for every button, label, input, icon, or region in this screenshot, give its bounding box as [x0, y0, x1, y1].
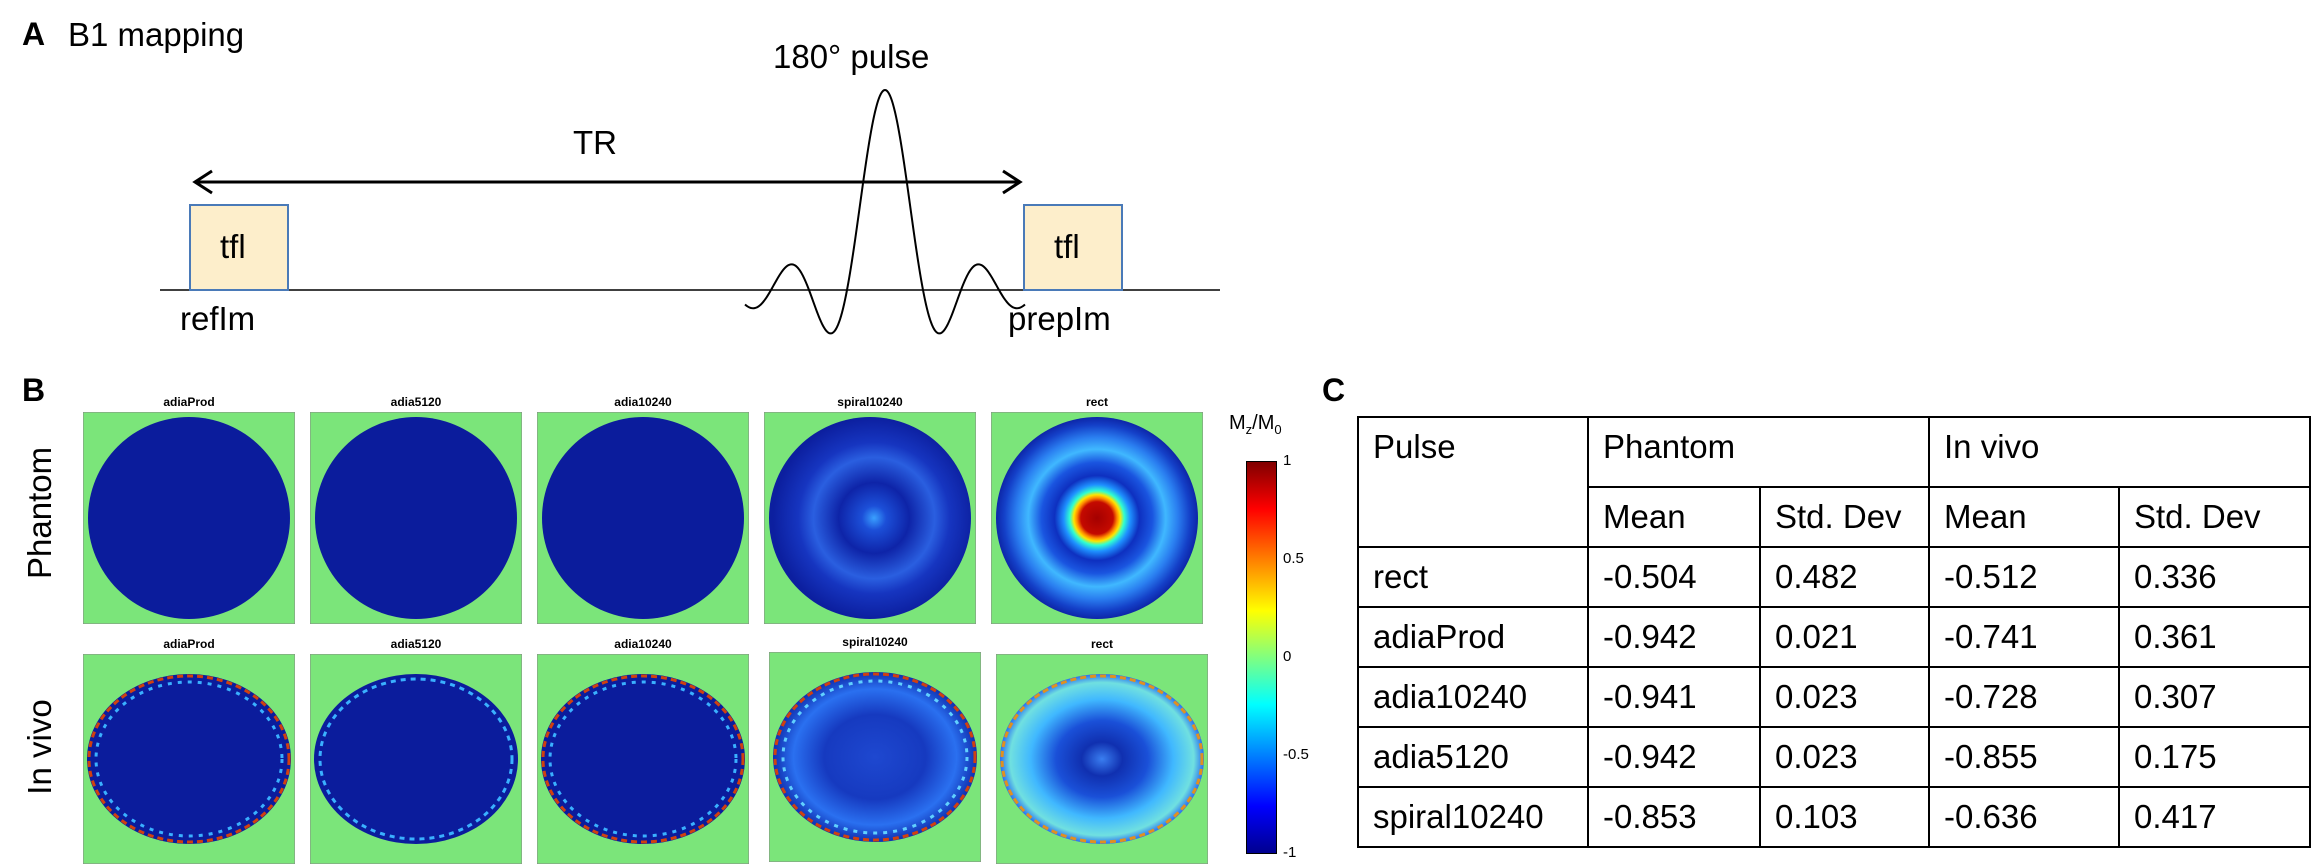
sinc-pulse: [744, 88, 1026, 335]
phantom-map-adiaprod: [83, 412, 295, 624]
colorbar-tick-1: 1: [1283, 452, 1292, 469]
cell-phantom-std: 0.023: [1759, 666, 1930, 728]
invivo-title-adia5120: adia5120: [390, 637, 442, 651]
invivo-map-adiaprod: [83, 654, 295, 864]
cell-invivo-mean: -0.512: [1928, 546, 2120, 608]
cell-phantom-mean: -0.941: [1587, 666, 1761, 728]
invivo-map-spiral10240: [769, 652, 981, 862]
table-row: spiral10240 -0.853 0.103 -0.636 0.417: [1357, 786, 2311, 848]
ref-image-label: refIm: [180, 300, 256, 337]
phantom-title-adia10240: adia10240: [614, 395, 672, 409]
tr-label: TR: [573, 124, 617, 161]
header-phantom-mean: Mean: [1587, 486, 1761, 548]
invivo-title-spiral10240: spiral10240: [842, 635, 908, 649]
cell-phantom-mean: -0.942: [1587, 606, 1761, 668]
tfl-block-ref: [189, 204, 289, 291]
table-header-row-2: Mean Std. Dev Mean Std. Dev: [1358, 486, 2311, 548]
phantom-map-adia10240: [537, 412, 749, 624]
cell-invivo-std: 0.175: [2118, 726, 2311, 788]
phantom-map-rect: [991, 412, 1203, 624]
tfl-label-ref: tfl: [220, 228, 246, 265]
colorbar: [1246, 461, 1277, 854]
panel-b-letter: B: [22, 372, 46, 408]
tfl-block-prep: [1023, 204, 1123, 291]
cell-phantom-mean: -0.504: [1587, 546, 1761, 608]
table-row: adia5120 -0.942 0.023 -0.855 0.175: [1357, 726, 2311, 788]
table-row: rect -0.504 0.482 -0.512 0.336: [1357, 546, 2311, 608]
panel-a-title: B1 mapping: [68, 16, 245, 53]
cell-invivo-mean: -0.636: [1928, 786, 2120, 848]
invivo-title-adia10240: adia10240: [614, 637, 672, 651]
stats-table: Pulse Phantom In vivo Mean Std. Dev Mean…: [1357, 416, 2311, 848]
table-row: adia10240 -0.941 0.023 -0.728 0.307: [1357, 666, 2311, 728]
cell-pulse: adiaProd: [1357, 606, 1589, 668]
cell-invivo-mean: -0.741: [1928, 606, 2120, 668]
header-invivo-mean: Mean: [1928, 486, 2120, 548]
panel-a-letter: A: [22, 16, 46, 52]
phantom-title-adiaprod: adiaProd: [163, 395, 215, 409]
colorbar-tick-0.5: 0.5: [1283, 550, 1304, 567]
header-invivo-std: Std. Dev: [2118, 486, 2311, 548]
cell-invivo-std: 0.336: [2118, 546, 2311, 608]
prep-image-label: prepIm: [1008, 300, 1111, 337]
table-row: adiaProd -0.942 0.021 -0.741 0.361: [1357, 606, 2311, 668]
header-pulse: Pulse: [1357, 416, 1589, 548]
cell-invivo-std: 0.307: [2118, 666, 2311, 728]
cell-pulse: adia5120: [1357, 726, 1589, 788]
invivo-map-adia10240: [537, 654, 749, 864]
colorbar-tick-minus-1: -1: [1283, 844, 1297, 861]
phantom-map-spiral10240: [764, 412, 976, 624]
invivo-map-adia5120: [310, 654, 522, 864]
sequence-diagram: [160, 88, 1220, 335]
phantom-title-spiral10240: spiral10240: [837, 395, 903, 409]
cell-invivo-mean: -0.728: [1928, 666, 2120, 728]
cell-phantom-std: 0.103: [1759, 786, 1930, 848]
cell-phantom-mean: -0.853: [1587, 786, 1761, 848]
colorbar-label: Mz/M0: [1229, 412, 1282, 437]
pulse-label: 180° pulse: [773, 38, 930, 75]
cell-invivo-std: 0.417: [2118, 786, 2311, 848]
cell-invivo-mean: -0.855: [1928, 726, 2120, 788]
invivo-map-rect: [996, 654, 1208, 864]
panel-c-letter: C: [1322, 372, 1346, 408]
cell-phantom-std: 0.482: [1759, 546, 1930, 608]
row-label-invivo: In vivo: [21, 699, 58, 795]
header-phantom: Phantom: [1587, 416, 1930, 488]
cell-pulse: rect: [1357, 546, 1589, 608]
cell-phantom-mean: -0.942: [1587, 726, 1761, 788]
cell-pulse: adia10240: [1357, 666, 1589, 728]
header-invivo: In vivo: [1928, 416, 2311, 488]
table-header-row-1: Pulse Phantom In vivo: [1357, 416, 2311, 548]
invivo-title-adiaprod: adiaProd: [163, 637, 215, 651]
cell-phantom-std: 0.021: [1759, 606, 1930, 668]
phantom-title-rect: rect: [1085, 395, 1108, 409]
row-label-phantom: Phantom: [21, 446, 58, 579]
tr-arrow: [192, 169, 1023, 195]
phantom-title-adia5120: adia5120: [390, 395, 442, 409]
colorbar-tick-minus-0.5: -0.5: [1283, 746, 1309, 763]
tfl-label-prep: tfl: [1054, 228, 1080, 265]
cell-invivo-std: 0.361: [2118, 606, 2311, 668]
header-phantom-std: Std. Dev: [1759, 486, 1930, 548]
invivo-title-rect: rect: [1090, 637, 1113, 651]
cell-phantom-std: 0.023: [1759, 726, 1930, 788]
cell-pulse: spiral10240: [1357, 786, 1589, 848]
colorbar-tick-0: 0: [1283, 648, 1292, 665]
phantom-map-adia5120: [310, 412, 522, 624]
